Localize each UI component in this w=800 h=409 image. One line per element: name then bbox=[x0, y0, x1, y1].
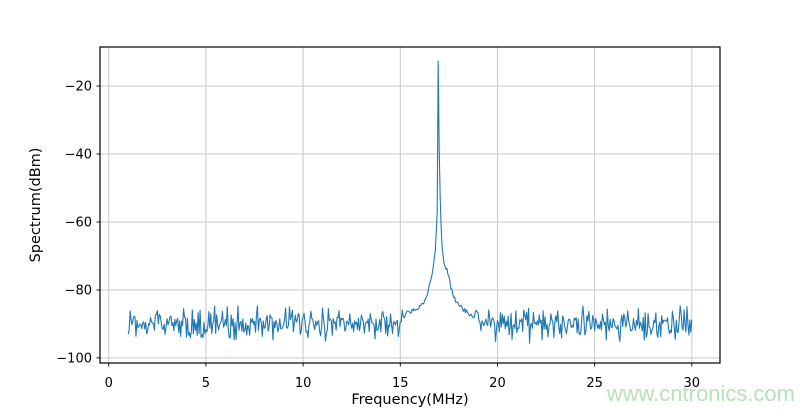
grid-layer bbox=[100, 47, 720, 363]
x-tick-label: 30 bbox=[684, 376, 701, 391]
y-tick-label: −40 bbox=[65, 148, 92, 163]
plot-border bbox=[99, 46, 721, 364]
y-tick-label: −60 bbox=[65, 215, 92, 230]
y-tick-label: −20 bbox=[65, 80, 92, 95]
y-tick-label: −100 bbox=[56, 351, 92, 366]
y-axis-label: Spectrum(dBm) bbox=[28, 148, 44, 263]
watermark: www.cntronics.com bbox=[606, 381, 795, 406]
spectrum-trace bbox=[127, 60, 693, 344]
y-tick-label: −80 bbox=[65, 283, 92, 298]
x-tick-label: 0 bbox=[105, 376, 113, 391]
x-tick-label: 25 bbox=[586, 376, 603, 391]
x-tick-label: 15 bbox=[392, 376, 409, 391]
x-axis-label: Frequency(MHz) bbox=[351, 392, 468, 408]
x-tick-label: 10 bbox=[295, 376, 312, 391]
x-tick-label: 5 bbox=[202, 376, 210, 391]
data-layer bbox=[127, 60, 693, 344]
axes-layer: 0 5 10 15 20 25 30 −20 −40 −60 −80 −100 bbox=[56, 46, 721, 391]
x-tick-label: 20 bbox=[489, 376, 506, 391]
